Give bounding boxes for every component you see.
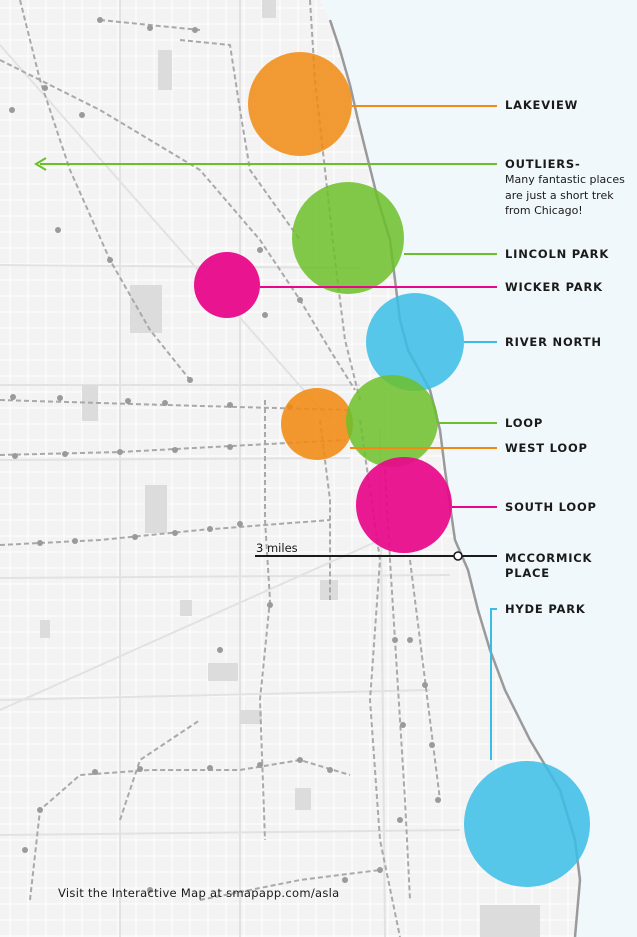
loop-circle <box>346 375 438 467</box>
label-loop[interactable]: LOOP <box>505 416 544 430</box>
outliers-arrowhead-icon <box>34 157 47 171</box>
label-mccormick-line2[interactable]: PLACE <box>505 566 550 580</box>
hyde-park-circle <box>464 761 590 887</box>
label-south-loop[interactable]: SOUTH LOOP <box>505 500 597 514</box>
hyde-park-leader <box>490 608 497 760</box>
rail-stations <box>9 17 441 893</box>
arterial-roads <box>0 0 461 937</box>
label-outliers[interactable]: OUTLIERS- <box>505 157 581 171</box>
label-mccormick-line1[interactable]: MCCORMICK <box>505 551 593 565</box>
label-west-loop[interactable]: WEST LOOP <box>505 441 588 455</box>
scale-bar-label: 3 miles <box>256 541 298 555</box>
neighborhood-circles <box>194 52 590 887</box>
west-loop-circle <box>281 388 353 460</box>
label-wicker-park[interactable]: WICKER PARK <box>505 280 603 294</box>
label-river-north[interactable]: RIVER NORTH <box>505 335 602 349</box>
label-lincoln-park[interactable]: LINCOLN PARK <box>505 247 610 261</box>
river-north-circle <box>366 293 464 391</box>
lakeview-circle <box>248 52 352 156</box>
leader-lines <box>40 105 497 760</box>
label-hyde-park[interactable]: HYDE PARK <box>505 602 586 616</box>
wicker-park-circle <box>194 252 260 318</box>
lincoln-park-circle <box>292 182 404 294</box>
shoreline <box>328 19 582 937</box>
outliers-note: Many fantastic places are just a short t… <box>505 173 625 217</box>
mccormick-marker-icon <box>453 551 463 561</box>
south-loop-circle <box>356 457 452 553</box>
footer-link-text[interactable]: Visit the Interactive Map at smapapp.com… <box>58 886 340 900</box>
label-lakeview[interactable]: LAKEVIEW <box>505 98 579 112</box>
parks-blocks <box>40 0 540 937</box>
